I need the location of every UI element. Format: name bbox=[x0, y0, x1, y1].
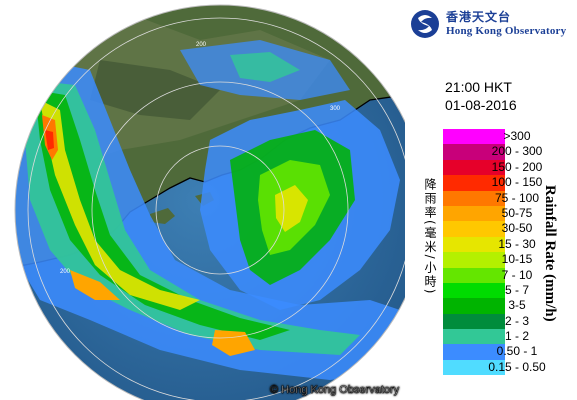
rain-core-southeast-orange bbox=[212, 330, 255, 356]
legend-label: 30-50 bbox=[501, 221, 533, 236]
legend-swatch bbox=[443, 129, 505, 145]
legend-swatch bbox=[443, 144, 505, 160]
land-texture-dark bbox=[90, 60, 220, 120]
rain-band-west-yellow bbox=[40, 100, 200, 310]
rain-core-west-red bbox=[45, 130, 54, 150]
legend-swatch bbox=[443, 359, 505, 376]
legend-label: 15 - 30 bbox=[498, 236, 536, 251]
hko-logo-icon bbox=[411, 10, 439, 38]
range-ring-inner bbox=[155, 145, 285, 275]
rain-core-south-orange bbox=[70, 270, 120, 300]
range-label-sw: 200 bbox=[60, 269, 71, 275]
legend-label: 1 - 2 bbox=[504, 329, 529, 344]
timestamp: 21:00 HKT 01-08-2016 bbox=[445, 78, 517, 114]
brand-name-english: Hong Kong Observatory bbox=[446, 24, 567, 37]
legend-title-chinese: 降雨率(毫米/小時) bbox=[423, 178, 437, 296]
legend-label: 10-15 bbox=[501, 252, 533, 267]
copyright-text: © Hong Kong Observatory bbox=[270, 384, 400, 396]
legend-label: >300 bbox=[503, 129, 531, 143]
range-label-n: 200 bbox=[196, 42, 207, 48]
legend-swatch bbox=[443, 282, 505, 299]
legend-swatch bbox=[443, 190, 505, 206]
legend-swatch bbox=[443, 267, 505, 283]
legend-label: 5 - 7 bbox=[504, 282, 529, 297]
radar-range-edge bbox=[14, 4, 405, 400]
legend-swatch bbox=[443, 205, 505, 222]
legend-swatch bbox=[443, 221, 505, 237]
rain-band-west-medium bbox=[25, 80, 360, 355]
legend-label: 150 - 200 bbox=[491, 159, 543, 174]
rain-north-green bbox=[230, 52, 300, 82]
legend-label: 0.50 - 1 bbox=[496, 344, 538, 359]
range-ring-outer bbox=[27, 17, 405, 400]
legend-swatch bbox=[443, 313, 505, 330]
legend-label: 2 - 3 bbox=[504, 313, 529, 328]
hko-branding: 香港天文台 Hong Kong Observatory bbox=[410, 8, 566, 40]
legend-swatch bbox=[443, 175, 505, 191]
legend-color-scale bbox=[443, 129, 505, 376]
range-label-ne: 300 bbox=[330, 106, 341, 112]
legend-label: 0.15 - 0.50 bbox=[488, 359, 546, 374]
legend-swatch bbox=[443, 252, 505, 268]
legend-swatch bbox=[443, 329, 505, 345]
legend-swatch bbox=[443, 236, 505, 253]
legend-labels: >300 200 - 300 150 - 200 100 - 150 75 - 100 5… bbox=[477, 129, 557, 375]
legend-label: 50-75 bbox=[501, 205, 533, 220]
legend-label: 3-5 bbox=[508, 298, 526, 313]
legend-swatch bbox=[443, 159, 505, 176]
legend-label: 7 - 10 bbox=[501, 267, 533, 282]
brand-name-chinese: 香港天文台 bbox=[446, 10, 512, 25]
radar-map: 200 200 300 © Hong Kong Observatory bbox=[14, 4, 405, 400]
legend-label: 100 - 150 bbox=[491, 175, 543, 190]
legend-label: 200 - 300 bbox=[491, 144, 543, 159]
legend-panel: 香港天文台 Hong Kong Observatory 21:00 HKT 01… bbox=[405, 0, 577, 400]
range-ring-middle bbox=[91, 81, 349, 339]
legend-label: 75 - 100 bbox=[494, 190, 540, 205]
legend-swatch bbox=[443, 298, 505, 314]
legend-swatch bbox=[443, 344, 505, 360]
timestamp-date: 01-08-2016 bbox=[445, 97, 517, 113]
timestamp-time: 21:00 HKT bbox=[445, 79, 512, 95]
legend-title-english: Rainfall Rate (mm/h) bbox=[542, 185, 558, 322]
